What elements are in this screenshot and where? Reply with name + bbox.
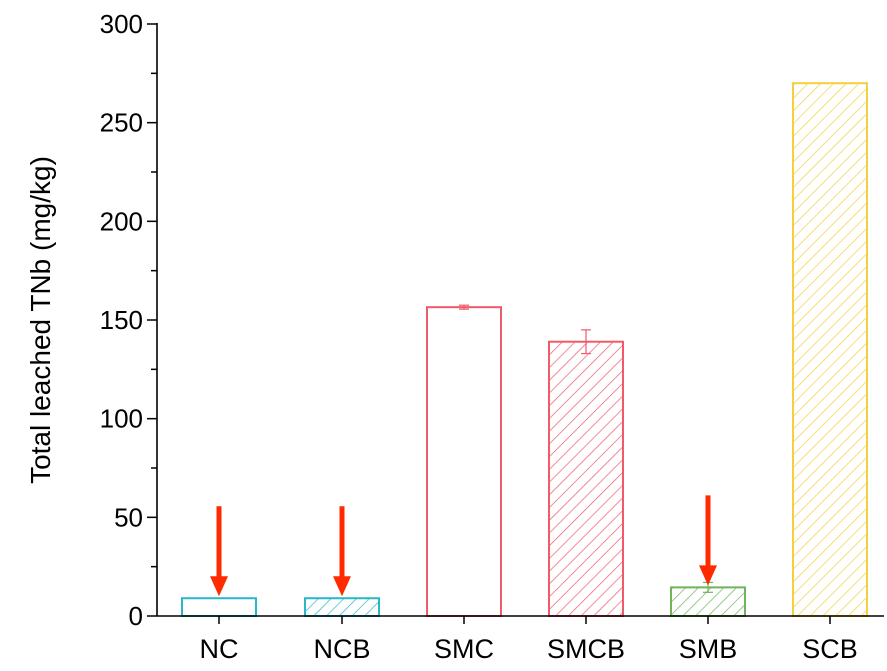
y-axis-title: Total leached TNb (mg/kg) (25, 156, 56, 484)
x-categories-layer: NC NCB SMC SMCB SMB SCB (200, 616, 858, 664)
y-tick-label: 200 (100, 206, 143, 236)
bar-scb (792, 82, 868, 617)
arrow-ncb (333, 506, 351, 597)
arrow-nc (210, 506, 228, 597)
x-tick-label-smcb: SMCB (547, 634, 625, 664)
arrow-smb (699, 495, 717, 586)
y-tick-label: 50 (114, 502, 143, 532)
bar-smc (426, 306, 502, 617)
y-tick-label: 250 (100, 108, 143, 138)
x-tick-label-smc: SMC (434, 634, 494, 664)
bars-layer (181, 82, 868, 617)
x-tick-label-smb: SMB (679, 634, 738, 664)
error-bar-smcb (581, 329, 591, 355)
x-tick-label-ncb: NCB (313, 634, 370, 664)
bar-ncb (304, 597, 380, 617)
y-tick-label: 100 (100, 404, 143, 434)
y-tick-label: 150 (100, 305, 143, 335)
y-tick-label: 300 (100, 9, 143, 39)
x-tick-label-scb: SCB (802, 634, 858, 664)
y-tick-label: 0 (129, 601, 143, 631)
axes-layer (156, 23, 884, 617)
y-ticks-layer: 0 50 100 150 200 250 300 (100, 9, 157, 631)
bar-smcb (548, 340, 624, 617)
x-tick-label-nc: NC (200, 634, 239, 664)
error-bars-layer (459, 304, 713, 593)
arrows-layer (210, 495, 717, 597)
error-bar-smc (459, 304, 469, 310)
bar-nc (181, 597, 257, 617)
